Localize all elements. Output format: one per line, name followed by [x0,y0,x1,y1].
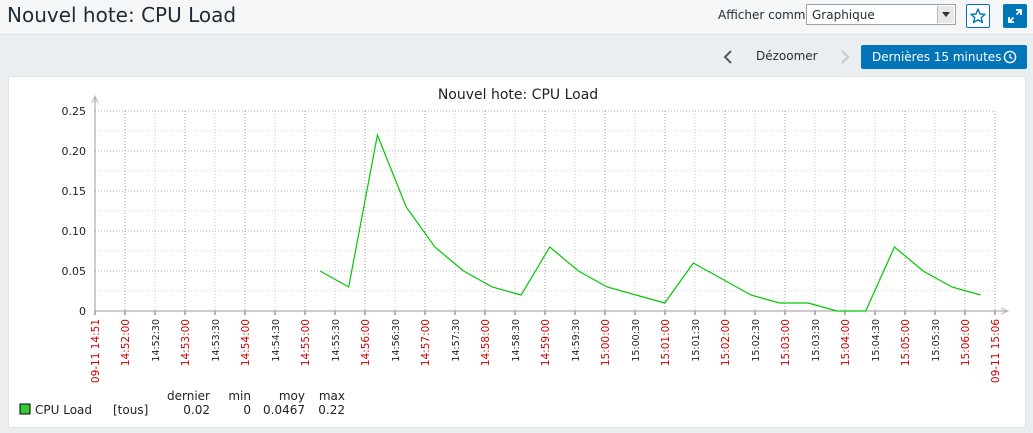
legend-value: 0.0467 [263,403,305,417]
chart-series [319,132,981,312]
x-tick-label: 14:56:00 [360,319,372,366]
previous-period-button[interactable] [720,48,736,66]
chart-legend: dernier min moy max CPU Load [tous] 0.02 0 0.046… [19,389,345,417]
x-tick-label: 14:59:30 [571,319,582,362]
next-period-button[interactable] [837,48,853,66]
x-tick-label: 15:00:30 [631,319,642,362]
y-tick-label: 0.10 [62,225,87,238]
y-axis: 0 0.05 0.10 0.15 0.20 0.25 [62,94,99,318]
x-tick-label: 15:02:30 [751,319,762,362]
y-tick-label: 0.25 [62,105,87,118]
x-tick-label: 14:55:30 [331,319,342,362]
chevron-left-icon [723,50,732,64]
legend-swatch [19,403,31,415]
legend-header: max [319,389,345,403]
x-tick-label: 09-11 14:51 [90,319,102,383]
cpu-load-chart: Nouvel hote: CPU Load 00.050.100.150.200… [19,87,1010,417]
graph-panel: Nouvel hote: CPU Load 0 0.05 0.10 0.15 0.20 0… [8,76,1026,428]
legend-value: 0.22 [318,403,345,417]
x-tick-label: 14:54:00 [240,319,252,366]
y-tick-label: 0 [79,305,86,318]
page-title: Nouvel hote: CPU Load [7,3,237,27]
x-tick-label: 15:01:00 [660,319,672,366]
y-tick-label: 0.20 [62,145,87,158]
legend-value: 0 [243,403,251,417]
chevron-right-icon [841,50,850,64]
series-line-cpu-load [319,132,981,312]
x-tick-label: 14:53:00 [180,319,192,366]
x-axis-arrow [1000,307,1010,315]
legend-header: dernier [167,389,210,403]
x-tick-label: 15:01:30 [691,319,702,362]
x-tick-label: 15:00:00 [600,319,612,366]
y-axis-arrow [91,94,99,104]
x-tick-label: 15:04:00 [840,319,852,366]
x-tick-label: 14:55:00 [300,319,312,366]
x-tick-label: 09-11 15:06 [990,319,1002,383]
y-tick-label: 0.05 [62,265,87,278]
x-tick-label: 15:02:00 [720,319,732,366]
legend-series-name: CPU Load [35,403,92,417]
zoom-out-button[interactable]: Dézoomer [756,49,818,63]
x-tick-label: 15:05:30 [931,319,942,362]
x-tick-label: 15:03:00 [780,319,792,366]
x-tick-label: 14:57:30 [451,319,462,362]
view-as-select[interactable]: Graphique [806,4,956,25]
star-icon [970,8,986,24]
x-tick-label: 14:57:00 [420,319,432,366]
x-tick-label: 14:52:00 [120,319,132,366]
add-to-favorites-button[interactable] [966,4,990,28]
y-tick-label: 0.15 [62,185,87,198]
fullscreen-icon [1008,9,1022,23]
time-period-label: Dernières 15 minutes [872,50,1002,64]
legend-header: moy [279,389,305,403]
legend-value: 0.02 [183,403,210,417]
x-tick-label: 14:58:30 [511,319,522,362]
x-tick-label: 14:56:30 [391,319,402,362]
show-as-label: Afficher comme [718,8,813,22]
clock-icon [1003,50,1017,64]
x-tick-label: 14:58:00 [480,319,492,366]
page-header: Nouvel hote: CPU Load Afficher comme Gra… [0,0,1033,35]
chart-grid [94,110,996,312]
legend-function: [tous] [113,403,148,417]
x-axis: 09-11 14:51 14:52:00 14:52:30 14:53:00 14:53… [90,307,1010,383]
legend-header: min [228,389,251,403]
fullscreen-button[interactable] [1003,4,1027,28]
time-period-button[interactable]: Dernières 15 minutes [861,45,1027,69]
x-tick-label: 14:53:30 [211,319,222,362]
view-as-select-value: Graphique [812,8,875,22]
x-tick-label: 14:59:00 [540,319,552,366]
dropdown-arrow-icon[interactable] [937,6,954,23]
x-tick-label: 14:54:30 [271,319,282,362]
x-tick-label: 14:52:30 [151,319,162,362]
x-tick-label: 15:06:00 [960,319,972,366]
x-tick-label: 15:05:00 [900,319,912,366]
chart-title: Nouvel hote: CPU Load [438,87,598,103]
x-tick-label: 15:03:30 [811,319,822,362]
x-tick-label: 15:04:30 [871,319,882,362]
